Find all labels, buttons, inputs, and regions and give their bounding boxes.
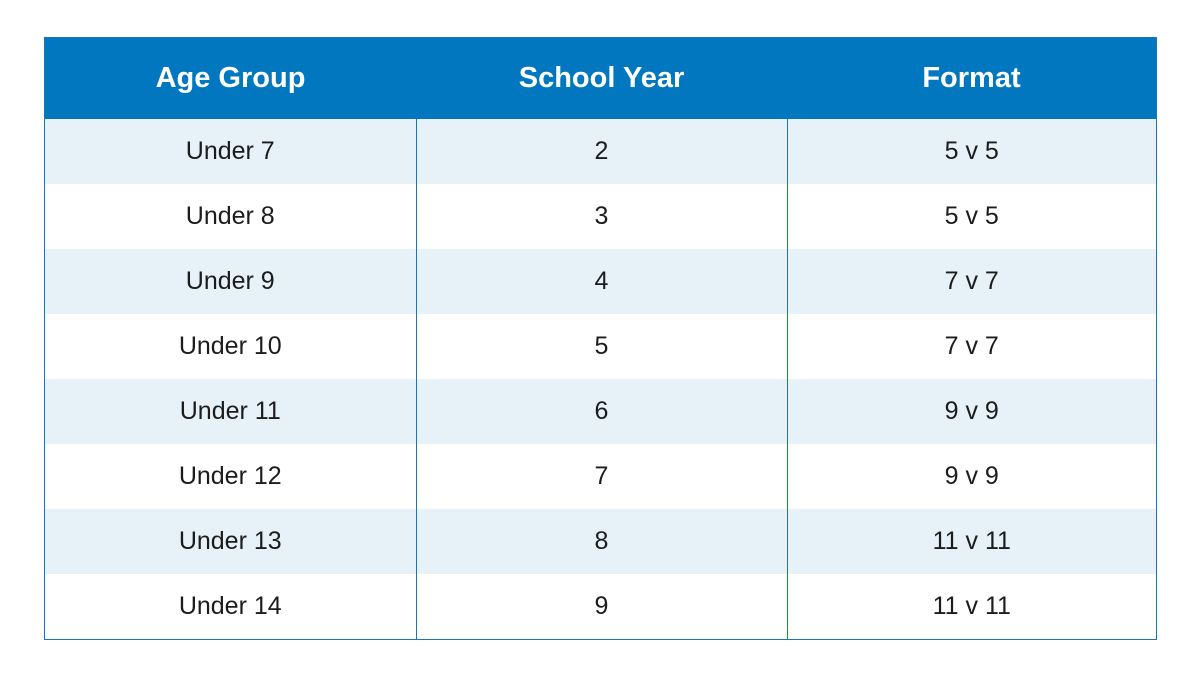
cell-age-group: Under 8: [45, 184, 416, 249]
table-row: Under 12 7 9 v 9: [45, 444, 1156, 509]
age-group-format-table: Age Group School Year Format Under 7 2 5…: [45, 38, 1156, 639]
cell-school-year: 6: [415, 379, 787, 444]
cell-age-group: Under 10: [45, 314, 416, 379]
header-format: Format: [787, 38, 1156, 119]
table-row: Under 14 9 11 v 11: [45, 574, 1156, 639]
cell-format: 7 v 7: [786, 314, 1156, 379]
table-row: Under 8 3 5 v 5: [45, 184, 1156, 249]
cell-age-group: Under 11: [45, 379, 416, 444]
table-row: Under 9 4 7 v 7: [45, 249, 1156, 314]
cell-format: 9 v 9: [786, 444, 1156, 509]
cell-age-group: Under 9: [45, 249, 416, 314]
header-row: Age Group School Year Format: [45, 38, 1156, 119]
cell-school-year: 3: [415, 184, 787, 249]
cell-school-year: 4: [415, 249, 787, 314]
cell-school-year: 9: [415, 574, 787, 639]
cell-age-group: Under 14: [45, 574, 416, 639]
cell-format: 9 v 9: [786, 379, 1156, 444]
cell-school-year: 8: [415, 509, 787, 574]
cell-age-group: Under 12: [45, 444, 416, 509]
table-row: Under 11 6 9 v 9: [45, 379, 1156, 444]
cell-format: 7 v 7: [786, 249, 1156, 314]
cell-format: 11 v 11: [786, 574, 1156, 639]
header-school-year: School Year: [416, 38, 787, 119]
cell-school-year: 2: [415, 119, 787, 184]
age-group-table-container: Age Group School Year Format Under 7 2 5…: [44, 37, 1157, 640]
cell-school-year: 5: [415, 314, 787, 379]
cell-school-year: 7: [415, 444, 787, 509]
cell-age-group: Under 7: [45, 119, 416, 184]
table-row: Under 10 5 7 v 7: [45, 314, 1156, 379]
table-body: Under 7 2 5 v 5 Under 8 3 5 v 5 Under 9 …: [45, 119, 1156, 639]
cell-format: 5 v 5: [786, 184, 1156, 249]
cell-format: 11 v 11: [786, 509, 1156, 574]
header-age-group: Age Group: [45, 38, 416, 119]
cell-format: 5 v 5: [786, 119, 1156, 184]
table-header: Age Group School Year Format: [45, 38, 1156, 119]
table-row: Under 13 8 11 v 11: [45, 509, 1156, 574]
cell-age-group: Under 13: [45, 509, 416, 574]
table-row: Under 7 2 5 v 5: [45, 119, 1156, 184]
